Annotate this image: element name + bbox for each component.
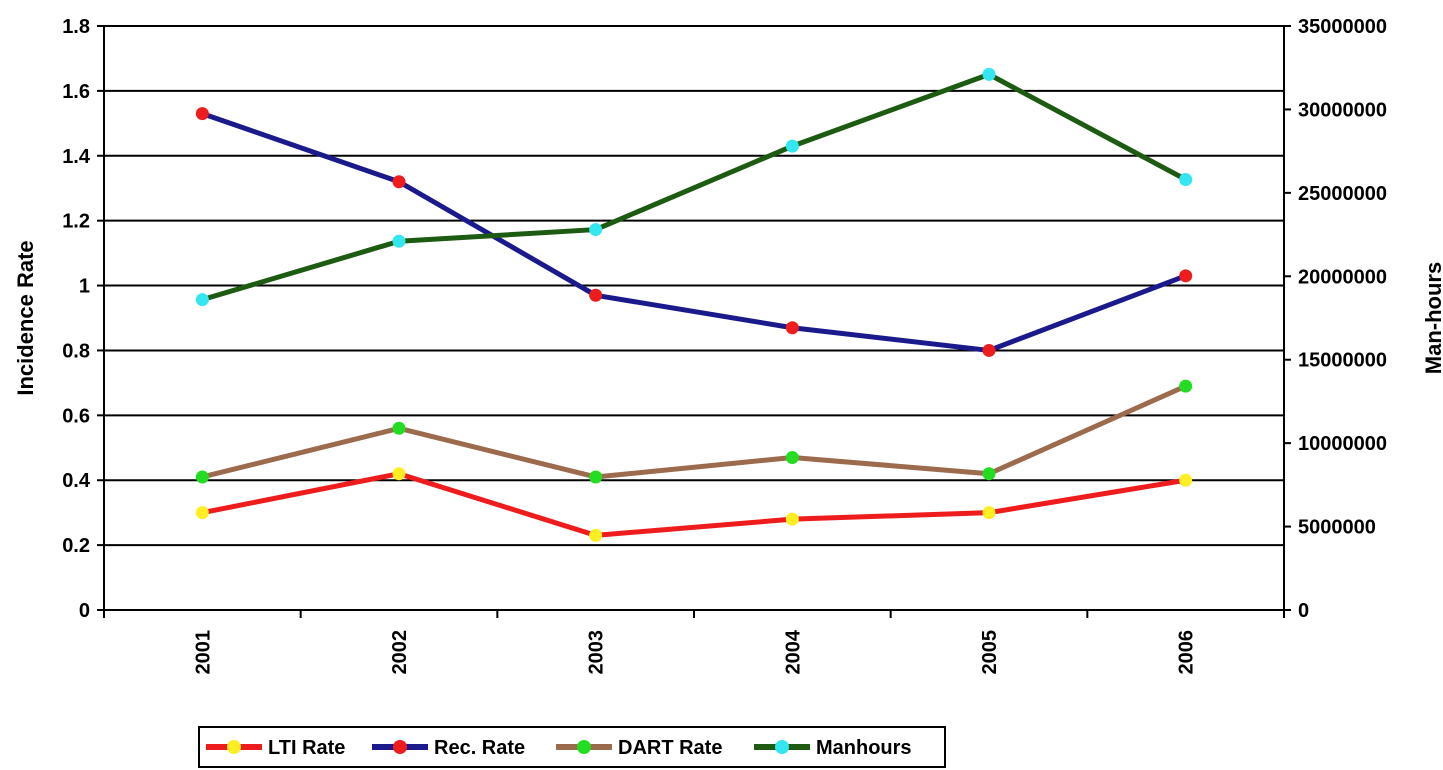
y-tick-label: 1.6 [62,81,90,103]
data-point [195,293,209,307]
x-axis-ticks: 2001 2002 2003 2004 2005 2006 [103,610,1285,675]
data-point [1179,473,1193,487]
data-point [982,506,996,520]
y2-tick-label: 10000000 [1298,433,1387,455]
data-point [392,234,406,248]
data-point [195,470,209,484]
series-layer [195,67,1193,542]
right-axis-ticks: 0 5000000 10000000 15000000 20000000 25000000… [1284,16,1387,622]
legend-label: Manhours [816,737,912,759]
data-point [392,421,406,435]
y2-tick-label: 35000000 [1298,16,1387,38]
data-point [392,467,406,481]
y2-axis-title: Man-hours [1421,262,1443,374]
x-tick-label: 2004 [782,629,804,674]
data-point [785,512,799,526]
y-tick-label: 1.4 [62,146,91,168]
y2-tick-label: 30000000 [1298,99,1387,121]
series-line [199,71,1189,303]
y-tick-label: 0.8 [62,340,90,362]
series-line [199,383,1189,480]
legend: LTI Rate Rec. Rate DART Rate Manhours [198,726,946,768]
data-point [1179,173,1193,187]
gridlines [104,25,1284,547]
x-tick-label: 2005 [979,630,1001,675]
data-point [1179,269,1193,283]
y2-tick-label: 0 [1298,600,1309,622]
y-tick-label: 0.2 [62,535,90,557]
legend-swatch-marker [577,740,591,754]
axes [103,26,1285,611]
data-point [982,467,996,481]
legend-label: DART Rate [618,737,722,759]
data-point [589,528,603,542]
legend-label: Rec. Rate [434,737,525,759]
data-point [195,107,209,121]
y-tick-label: 0.6 [62,405,90,427]
y-tick-label: 0 [79,600,90,622]
left-axis-ticks: 0 0.2 0.4 0.6 0.8 1 1.2 1.4 1.6 1.8 [62,16,104,622]
legend-swatch-marker [393,740,407,754]
x-tick-label: 2001 [192,630,214,675]
x-tick-label: 2002 [389,630,411,675]
data-point [1179,379,1193,393]
series-line [199,471,1189,538]
data-point [589,470,603,484]
y-tick-label: 1.8 [62,16,90,38]
data-point [392,175,406,189]
data-point [982,343,996,357]
data-point [785,451,799,465]
legend-swatch-marker [227,740,241,754]
series-line [199,111,1189,353]
legend-box [198,726,946,768]
data-point [589,223,603,237]
data-point [982,67,996,81]
x-tick-label: 2003 [586,630,608,675]
x-tick-label: 2006 [1176,630,1198,675]
y2-tick-label: 20000000 [1298,266,1387,288]
y2-tick-label: 25000000 [1298,183,1387,205]
y2-tick-label: 15000000 [1298,350,1387,372]
data-point [589,288,603,302]
y-axis-title: Incidence Rate [13,240,38,395]
data-point [785,139,799,153]
legend-label: LTI Rate [268,737,345,759]
data-point [195,506,209,520]
y-tick-label: 1.2 [62,211,90,233]
y-tick-label: 1 [79,276,90,298]
y2-tick-label: 5000000 [1298,517,1376,539]
y-tick-label: 0.4 [62,470,91,492]
legend-swatch-marker [775,740,789,754]
data-point [785,321,799,335]
